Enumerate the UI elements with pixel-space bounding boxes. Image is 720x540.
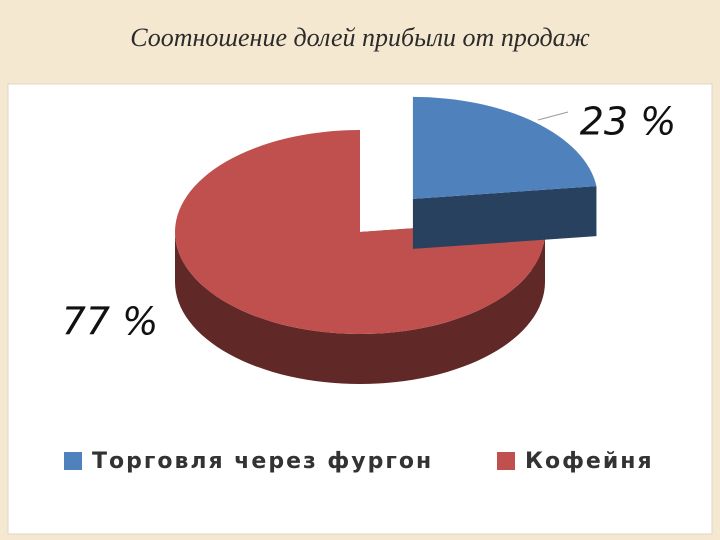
leader-line [537, 111, 569, 121]
data-label: 23 % [580, 100, 677, 144]
pie-slice [174, 130, 545, 334]
pie: 77 % 23 % [62, 96, 677, 384]
legend-swatch [64, 452, 82, 470]
legend-swatch [497, 452, 515, 470]
legend: Торговля через фургон Кофейня [64, 449, 654, 474]
slice-side [175, 232, 545, 384]
data-label: 77 % [62, 300, 159, 344]
chart-title: Соотношение долей прибыли от продаж [130, 23, 590, 52]
pie-slice [412, 96, 597, 199]
legend-label: Торговля через фургон [92, 449, 433, 474]
slice-face [412, 186, 597, 249]
legend-label: Кофейня [525, 449, 654, 474]
